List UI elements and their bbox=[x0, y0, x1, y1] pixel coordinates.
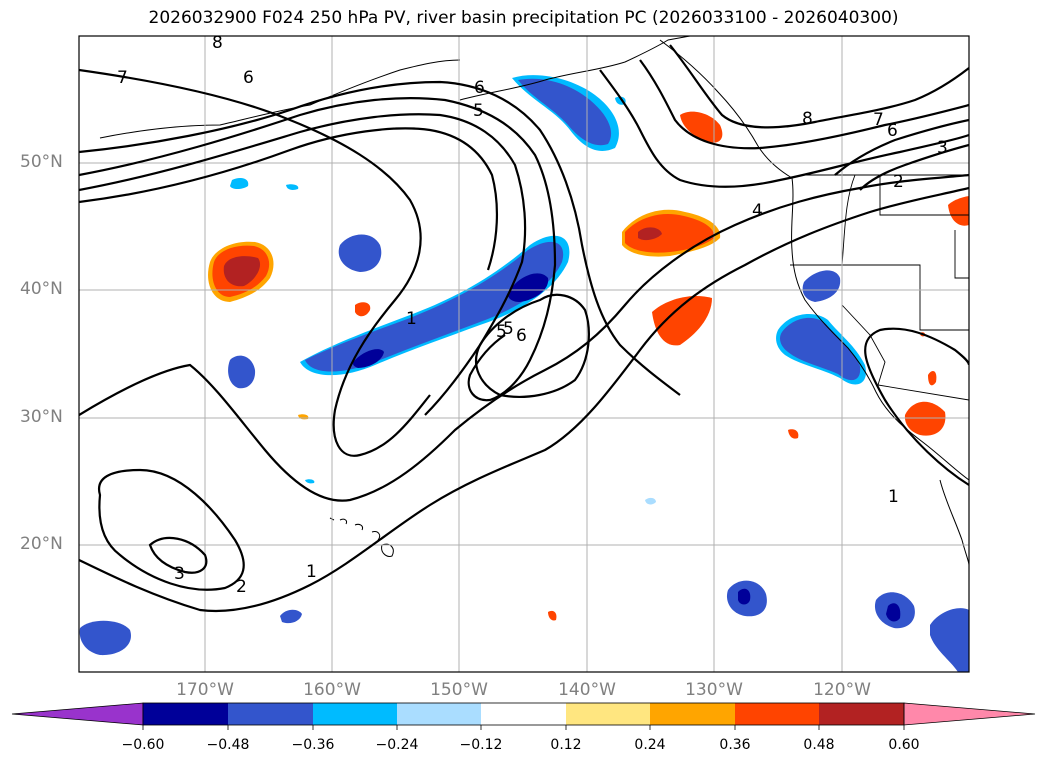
contour-label: 5 bbox=[503, 319, 514, 339]
contour-label: 2 bbox=[236, 577, 247, 597]
lon-label: 170°W bbox=[176, 680, 234, 700]
colorbar-tick-label: −0.12 bbox=[459, 737, 503, 753]
gridlines bbox=[79, 36, 969, 672]
colorbar-segment bbox=[397, 703, 481, 725]
contour-label: 6 bbox=[516, 326, 527, 346]
contour-label: 3 bbox=[174, 564, 185, 584]
colorbar-tick-label: −0.24 bbox=[375, 737, 419, 753]
state-borders bbox=[790, 174, 969, 401]
blob-california-coast bbox=[776, 270, 866, 385]
lon-label: 160°W bbox=[303, 680, 361, 700]
contour-label: 5 bbox=[473, 101, 484, 121]
lat-label: 20°N bbox=[20, 534, 63, 554]
contour-label: 4 bbox=[752, 201, 763, 221]
lon-label: 150°W bbox=[430, 680, 488, 700]
colorbar-outline bbox=[142, 702, 905, 726]
contour-label: 6 bbox=[887, 121, 898, 141]
blob-gulf-alaska bbox=[512, 75, 619, 151]
contour-label: 5 bbox=[496, 322, 507, 342]
colorbar-segment bbox=[819, 703, 904, 725]
negative-anomalies bbox=[79, 75, 969, 672]
contour-label: 6 bbox=[243, 68, 254, 88]
colorbar-segment bbox=[650, 703, 735, 725]
lat-label: 50°N bbox=[20, 152, 63, 172]
lon-label: 120°W bbox=[813, 680, 871, 700]
blob-east-coast bbox=[298, 196, 969, 621]
map-frame bbox=[78, 35, 970, 673]
contour-label: 1 bbox=[406, 309, 417, 329]
colorbar-tick-label: −0.36 bbox=[291, 737, 335, 753]
map-content: 8 7 6 6 5 5 8 7 6 3 2 4 1 5 6 3 2 1 1 bbox=[79, 33, 969, 672]
colorbar-segment bbox=[313, 703, 397, 725]
colorbar-extend-low bbox=[11, 702, 144, 726]
blob-northeast-pacific bbox=[622, 111, 723, 346]
map-title: 2026032900 F024 250 hPa PV, river basin … bbox=[148, 8, 899, 28]
colorbar-segment bbox=[228, 703, 313, 725]
contour-labels: 8 7 6 6 5 5 8 7 6 3 2 4 1 5 6 3 2 1 1 bbox=[117, 33, 948, 597]
colorbar-segment bbox=[143, 703, 228, 725]
contour-label: 2 bbox=[893, 172, 904, 192]
colorbar-tick-label: 0.60 bbox=[888, 737, 920, 753]
lat-label: 40°N bbox=[20, 279, 63, 299]
colorbar-extend-high bbox=[903, 702, 1036, 726]
colorbar-segment bbox=[566, 703, 650, 725]
lat-label: 30°N bbox=[20, 407, 63, 427]
contour-label: 6 bbox=[474, 78, 485, 98]
colorbar-segment bbox=[481, 703, 566, 725]
lon-label: 140°W bbox=[558, 680, 616, 700]
blob-southeast bbox=[79, 479, 969, 672]
blob-hawaii-north bbox=[208, 241, 274, 302]
lon-label: 130°W bbox=[685, 680, 743, 700]
contour-label: 7 bbox=[873, 110, 884, 130]
contour-label: 3 bbox=[937, 138, 948, 158]
contour-label: 1 bbox=[888, 487, 899, 507]
colorbar-tick-label: −0.48 bbox=[206, 737, 250, 753]
colorbar-segment bbox=[735, 703, 819, 725]
contour-label: 8 bbox=[802, 109, 813, 129]
contour-label: 1 bbox=[306, 562, 317, 582]
positive-anomalies bbox=[208, 111, 969, 621]
colorbar-tick-label: −0.60 bbox=[121, 737, 165, 753]
contour-label: 7 bbox=[117, 68, 128, 88]
contour-label: 8 bbox=[212, 33, 223, 53]
colorbar-tick-label: 0.36 bbox=[719, 737, 751, 753]
colorbar bbox=[11, 702, 1036, 730]
blob-midpacific-band bbox=[300, 235, 570, 376]
colorbar-tick-label: 0.48 bbox=[803, 737, 835, 753]
pv-contours bbox=[79, 44, 969, 612]
colorbar-tick-label: 0.24 bbox=[634, 737, 666, 753]
colorbar-tick-label: 0.12 bbox=[550, 737, 582, 753]
